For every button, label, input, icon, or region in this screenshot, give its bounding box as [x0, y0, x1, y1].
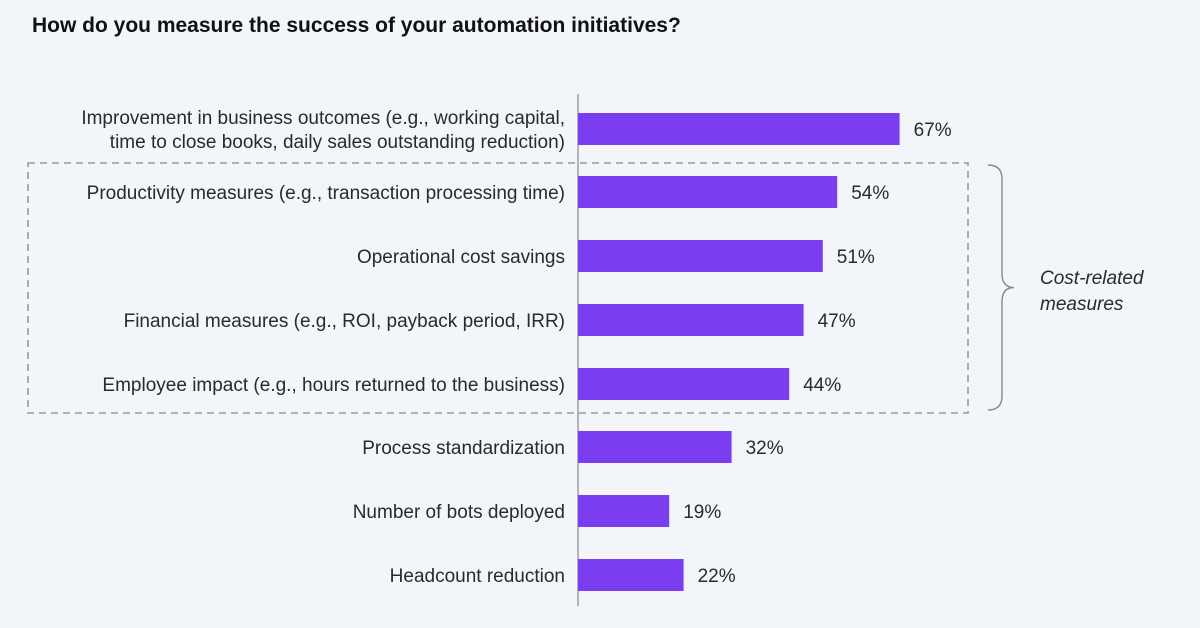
bar: [578, 368, 790, 400]
data-label: 32%: [746, 438, 784, 459]
bar: [578, 559, 684, 591]
category-label: Productivity measures (e.g., transaction…: [87, 183, 565, 204]
data-label: 19%: [683, 502, 721, 523]
bar: [578, 431, 732, 463]
group-label: measures: [1040, 294, 1124, 315]
category-label: time to close books, daily sales outstan…: [110, 132, 565, 153]
bar: [578, 304, 804, 336]
category-label: Financial measures (e.g., ROI, payback p…: [124, 311, 565, 332]
bar: [578, 113, 900, 145]
data-label: 67%: [914, 120, 952, 141]
bar: [578, 176, 838, 208]
data-label: 44%: [803, 375, 841, 396]
data-label: 54%: [851, 183, 889, 204]
group-brace: [987, 164, 1015, 411]
bar: [578, 495, 670, 527]
data-label: 22%: [698, 566, 736, 587]
category-label: Headcount reduction: [390, 566, 565, 587]
category-label: Operational cost savings: [357, 247, 565, 268]
category-label: Number of bots deployed: [353, 502, 565, 523]
group-box: [27, 162, 969, 414]
data-label: 51%: [837, 247, 875, 268]
category-label: Employee impact (e.g., hours returned to…: [102, 375, 565, 396]
group-label: Cost-related: [1040, 268, 1145, 289]
category-label: Process standardization: [362, 438, 565, 459]
chart-title: How do you measure the success of your a…: [32, 14, 681, 37]
bar: [578, 240, 823, 272]
category-label: Improvement in business outcomes (e.g., …: [81, 108, 565, 129]
data-label: 47%: [818, 311, 856, 332]
